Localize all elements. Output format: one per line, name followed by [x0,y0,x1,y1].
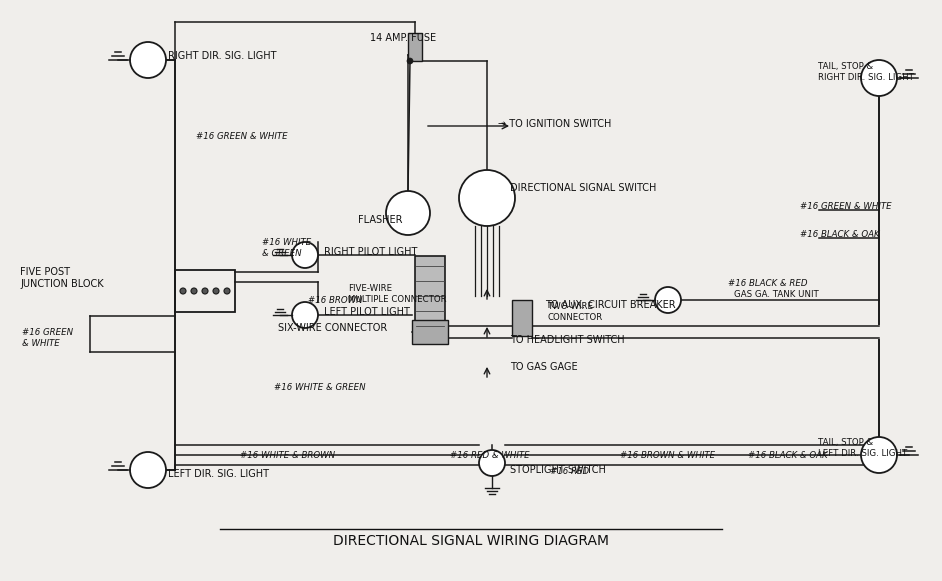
Circle shape [861,60,897,96]
Text: #16 BROWN: #16 BROWN [308,296,363,304]
Text: SIX-WIRE CONNECTOR: SIX-WIRE CONNECTOR [278,323,387,333]
Circle shape [191,288,197,294]
Circle shape [130,452,166,488]
Text: #16 GREEN & WHITE: #16 GREEN & WHITE [800,202,892,210]
Text: FLASHER: FLASHER [358,215,402,225]
Text: DIRECTIONAL SIGNAL SWITCH: DIRECTIONAL SIGNAL SWITCH [510,183,657,193]
Text: TAIL, STOP &
RIGHT DIR. SIG. LIGHT: TAIL, STOP & RIGHT DIR. SIG. LIGHT [818,62,914,82]
Text: STOPLIGHT SWITCH: STOPLIGHT SWITCH [510,465,606,475]
Text: #16 WHITE & BROWN: #16 WHITE & BROWN [240,451,335,461]
Bar [412,320,448,344]
Circle shape [292,302,318,328]
Circle shape [180,288,186,294]
Text: TO AUX. CIRCUIT BREAKER: TO AUX. CIRCUIT BREAKER [545,300,675,310]
Bar [408,33,422,61]
Text: #16 RED: #16 RED [550,468,589,476]
Text: LEFT PILOT LIGHT: LEFT PILOT LIGHT [324,307,410,317]
Circle shape [407,58,413,64]
Text: TO HEADLIGHT SWITCH: TO HEADLIGHT SWITCH [510,335,625,345]
Circle shape [861,437,897,473]
Circle shape [386,191,430,235]
Text: #16 GREEN & WHITE: #16 GREEN & WHITE [196,131,287,141]
Text: #16 BLACK & OAK: #16 BLACK & OAK [800,229,880,238]
Circle shape [655,287,681,313]
Text: LEFT DIR. SIG. LIGHT: LEFT DIR. SIG. LIGHT [168,469,269,479]
Circle shape [224,288,230,294]
Text: RIGHT DIR. SIG. LIGHT: RIGHT DIR. SIG. LIGHT [168,51,277,61]
Circle shape [459,170,515,226]
Text: #16 BROWN & WHITE: #16 BROWN & WHITE [620,450,715,460]
Text: TAIL, STOP &
LEFT DIR. SIG. LIGHT: TAIL, STOP & LEFT DIR. SIG. LIGHT [818,438,907,458]
Text: 14 AMP. FUSE: 14 AMP. FUSE [370,33,436,43]
Text: FIVE POST
JUNCTION BLOCK: FIVE POST JUNCTION BLOCK [20,267,104,289]
Text: #16 WHITE & GREEN: #16 WHITE & GREEN [274,383,365,393]
Text: DIRECTIONAL SIGNAL WIRING DIAGRAM: DIRECTIONAL SIGNAL WIRING DIAGRAM [333,534,609,548]
Bar [512,300,532,336]
Bar [415,256,445,336]
Circle shape [202,288,208,294]
Bar [175,270,235,312]
Text: → TO IGNITION SWITCH: → TO IGNITION SWITCH [498,119,611,129]
Circle shape [292,242,318,268]
Circle shape [479,450,505,476]
Text: #16 GREEN
& WHITE: #16 GREEN & WHITE [22,328,73,347]
Circle shape [130,42,166,78]
Text: TO GAS GAGE: TO GAS GAGE [510,362,577,372]
Text: GAS GA. TANK UNIT: GAS GA. TANK UNIT [734,289,819,299]
Circle shape [213,288,219,294]
Text: TWO-WIRE
CONNECTOR: TWO-WIRE CONNECTOR [548,302,603,322]
Text: #16 WHITE
& GREEN: #16 WHITE & GREEN [262,238,311,258]
Text: #16 BLACK & OAK: #16 BLACK & OAK [748,450,828,460]
Text: #16 BLACK & RED: #16 BLACK & RED [728,278,807,288]
Text: FIVE-WIRE
MULTIPLE CONNECTOR: FIVE-WIRE MULTIPLE CONNECTOR [348,284,447,304]
Text: RIGHT PILOT LIGHT: RIGHT PILOT LIGHT [324,247,417,257]
Text: #16 RED & WHITE: #16 RED & WHITE [450,450,529,460]
